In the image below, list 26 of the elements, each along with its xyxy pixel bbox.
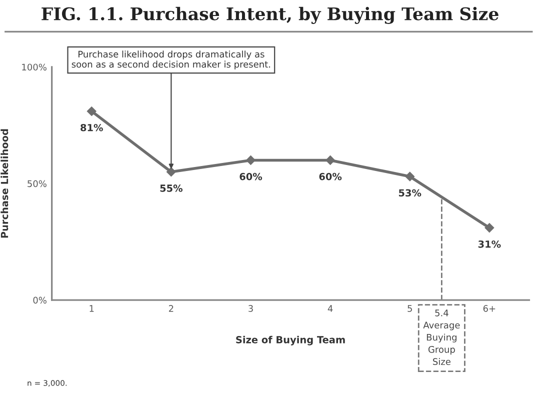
data-label: 60%	[240, 172, 262, 180]
x-tick-label: 5	[408, 305, 412, 312]
x-tick-label: 4	[328, 305, 333, 312]
x-tick-label: 3	[248, 305, 253, 312]
x-tick-label: 2	[168, 305, 174, 312]
x-tick-label: 6+	[483, 305, 496, 312]
data-label: 55%	[160, 184, 183, 192]
point	[166, 167, 176, 176]
ref-line-label: 5.4 Average Buying Group Size	[423, 310, 460, 366]
point	[484, 223, 494, 232]
point	[405, 172, 414, 182]
y-tick-label: 0%	[33, 296, 46, 304]
y-axis-title: Purchase Likelihood	[0, 129, 8, 238]
x-tick-label: 1	[90, 305, 94, 312]
data-label: 60%	[319, 172, 342, 180]
y-tick-label: 50%	[28, 180, 46, 188]
data-label: 81%	[80, 124, 103, 132]
data-label: 31%	[478, 240, 501, 248]
point	[326, 156, 335, 165]
point	[86, 106, 96, 116]
data-label: 53%	[398, 189, 422, 197]
point	[246, 156, 256, 165]
x-axis-title: Size of Buying Team	[236, 336, 345, 346]
y-tick-label: 100%	[22, 64, 46, 71]
annotation: Purchase likelihood drops dramatically as soon as a second decision maker is present.	[72, 50, 270, 70]
chart-title: FIG. 1.1. Purchase Intent, by Buying Team Size	[42, 6, 498, 24]
